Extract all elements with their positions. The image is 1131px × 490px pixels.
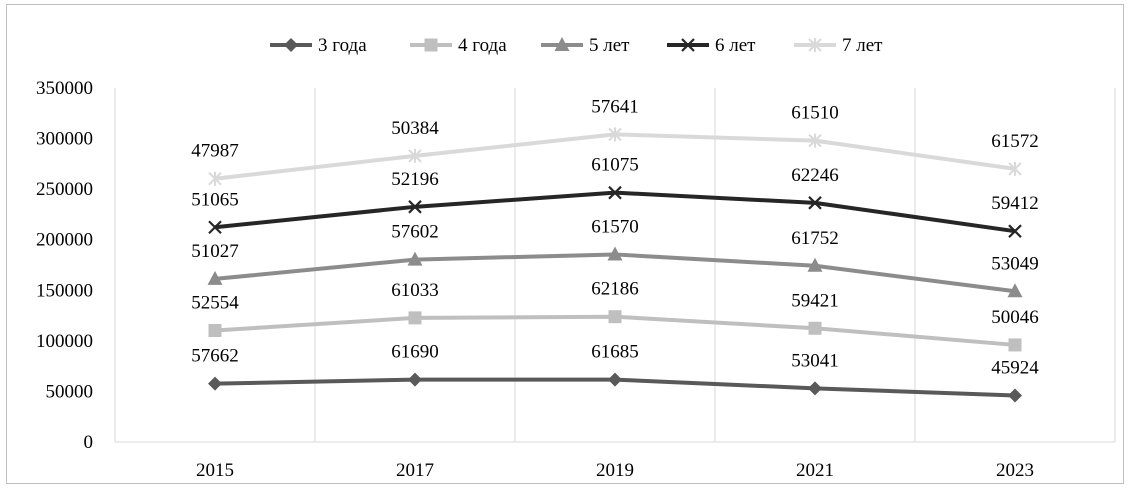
legend-label: 3 года — [318, 35, 367, 56]
y-tick-label: 150000 — [36, 280, 93, 301]
data-label: 61685 — [591, 342, 639, 363]
legend-label: 6 лет — [715, 35, 756, 56]
chart-frame — [6, 4, 1124, 484]
data-label: 62186 — [591, 279, 639, 300]
data-label: 61510 — [791, 103, 839, 124]
data-point — [608, 127, 622, 142]
data-label: 50046 — [991, 307, 1039, 328]
legend-marker — [284, 38, 298, 52]
legend-label: 4 года — [458, 35, 507, 56]
y-tick-label: 100000 — [36, 331, 93, 352]
legend-label: 7 лет — [842, 35, 883, 56]
y-tick-label: 300000 — [36, 129, 93, 150]
data-point — [807, 257, 823, 272]
data-point — [408, 311, 422, 325]
data-point — [208, 376, 222, 391]
data-point — [208, 171, 222, 186]
data-point — [607, 246, 623, 261]
legend-marker — [808, 38, 822, 52]
data-label: 52196 — [391, 169, 439, 190]
y-tick-label: 350000 — [36, 78, 93, 99]
data-label: 57662 — [191, 346, 239, 367]
data-point — [608, 310, 622, 324]
legend-marker — [424, 38, 438, 52]
data-point — [407, 251, 423, 266]
data-point — [1008, 388, 1022, 403]
data-point — [808, 321, 822, 335]
legend-marker — [681, 38, 695, 52]
data-point — [808, 133, 822, 148]
x-tick-label: 2021 — [796, 460, 834, 481]
data-label: 61033 — [391, 280, 439, 301]
data-point — [408, 200, 422, 214]
y-tick-label: 200000 — [36, 230, 93, 251]
y-tick-label: 250000 — [36, 179, 93, 200]
data-point — [608, 185, 622, 200]
x-tick-label: 2019 — [596, 460, 634, 481]
x-tick-label: 2017 — [396, 460, 434, 481]
data-point — [1008, 161, 1022, 176]
data-label: 57641 — [591, 96, 639, 117]
data-point — [408, 372, 422, 387]
data-point — [207, 270, 223, 285]
data-label: 61075 — [591, 155, 639, 176]
data-label: 45924 — [991, 358, 1039, 379]
data-label: 61570 — [591, 216, 639, 237]
data-label: 51065 — [191, 189, 239, 210]
data-label: 59421 — [791, 290, 839, 311]
data-point — [808, 381, 822, 396]
data-label: 53049 — [991, 253, 1039, 274]
data-label: 53041 — [791, 350, 839, 371]
data-point — [808, 196, 822, 210]
legend-label: 5 лет — [589, 35, 630, 56]
data-label: 57602 — [391, 222, 439, 243]
data-label: 62246 — [791, 165, 839, 186]
data-label: 61752 — [791, 228, 839, 249]
x-tick-label: 2015 — [196, 460, 234, 481]
data-label: 59412 — [991, 193, 1039, 214]
data-point — [608, 372, 622, 387]
data-point — [208, 324, 222, 338]
data-point — [1008, 338, 1022, 352]
data-label: 50384 — [391, 118, 439, 139]
data-point — [408, 148, 422, 163]
legend-marker — [554, 37, 570, 51]
data-label: 51027 — [191, 241, 239, 262]
data-label: 61572 — [991, 131, 1039, 152]
data-point — [1007, 283, 1023, 298]
y-tick-label: 0 — [84, 432, 94, 453]
data-point — [1008, 224, 1022, 238]
data-label: 47987 — [191, 141, 239, 162]
data-label: 52554 — [191, 293, 239, 314]
y-tick-label: 50000 — [46, 381, 94, 402]
data-point — [208, 220, 222, 235]
x-tick-label: 2023 — [996, 460, 1034, 481]
data-label: 61690 — [391, 342, 439, 363]
